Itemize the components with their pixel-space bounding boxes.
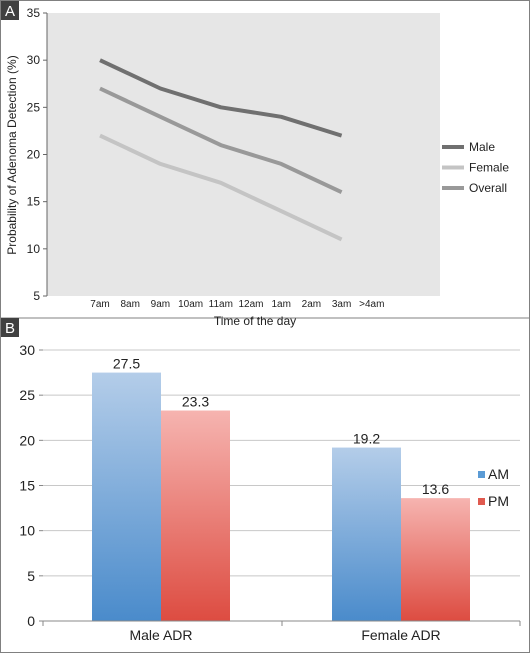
panel-b-x-tick-label: Male ADR xyxy=(129,627,192,643)
legend-label-am: AM xyxy=(488,466,509,482)
legend-label-overall: Overall xyxy=(469,181,507,195)
panel-b-label-box xyxy=(1,318,19,337)
bar-value-label: 23.3 xyxy=(182,394,209,410)
panel-b-bar-chart: B 0 5 10 15 20 25 30 27.5 19.2 23.3 13.6 Male ADR… xyxy=(1,318,521,643)
panel-a-x-tick-label: 10am xyxy=(178,299,203,310)
panel-a-series-lines xyxy=(99,58,343,242)
bar-pm-1 xyxy=(401,498,470,621)
panel-a-y-tick-label: 35 xyxy=(27,6,41,20)
panel-a-x-tick-label: 11am xyxy=(209,299,233,310)
panel-a-y-tick-label: 5 xyxy=(33,289,40,303)
panel-a-label-box xyxy=(1,1,19,20)
panel-a-y-tick-label: 25 xyxy=(27,100,41,114)
panel-a-plot-area xyxy=(47,13,440,296)
panel-a-legend: Male Female Overall xyxy=(442,140,509,195)
bar-value-label: 13.6 xyxy=(422,481,449,497)
panel-b-bars xyxy=(92,372,470,621)
legend-label-male: Male xyxy=(469,140,495,154)
bar-am-0 xyxy=(92,372,161,621)
panel-b-x-ticks: Male ADR Female ADR xyxy=(42,621,521,643)
panel-a-x-tick-label: 3am xyxy=(332,299,351,310)
bar-am-1 xyxy=(332,447,401,621)
panel-b-x-tick-label: Female ADR xyxy=(361,627,440,643)
panel-b-y-tick-label: 5 xyxy=(27,568,35,584)
panel-b-value-labels: 27.5 19.2 23.3 13.6 xyxy=(113,356,449,498)
panel-a-label: A xyxy=(5,3,15,20)
panel-b-y-tick-label: 25 xyxy=(19,387,35,403)
panel-a-y-tick-label: 15 xyxy=(27,195,41,209)
bar-pm-0 xyxy=(161,410,230,621)
legend-label-pm: PM xyxy=(488,493,509,509)
panel-b-y-tick-label: 30 xyxy=(19,342,35,358)
panel-a-x-tick-label: 12am xyxy=(238,299,263,310)
legend-label-female: Female xyxy=(469,161,509,175)
bar-value-label: 27.5 xyxy=(113,356,140,372)
panel-a-x-tick-label: 1am xyxy=(271,299,290,310)
panel-b-y-ticks: 0 5 10 15 20 25 30 xyxy=(19,342,43,629)
legend-swatch-pm xyxy=(478,498,485,505)
series-line-overall xyxy=(99,86,343,195)
panel-a-x-tick-label: 7am xyxy=(90,299,109,310)
panel-b-label: B xyxy=(5,320,15,337)
panel-b-y-tick-label: 10 xyxy=(19,523,35,539)
panel-b-legend: AM PM xyxy=(478,466,509,509)
panel-a-y-tick-label: 10 xyxy=(27,242,41,256)
panel-b-y-tick-label: 20 xyxy=(19,432,35,448)
panel-a-x-axis-title: Time of the day xyxy=(214,314,296,328)
legend-swatch-am xyxy=(478,471,485,478)
panel-a-line-chart: A 5 10 15 20 25 30 35 7am 8am 9am 10am 11am 12am 1am… xyxy=(1,1,509,328)
bar-value-label: 19.2 xyxy=(353,431,380,447)
panel-a-x-tick-label: 9am xyxy=(151,299,170,310)
series-line-female xyxy=(99,133,343,242)
panel-a-x-tick-label: >4am xyxy=(359,299,384,310)
panel-a-y-ticks: 5 10 15 20 25 30 35 xyxy=(27,6,47,303)
panel-b-y-tick-label: 15 xyxy=(19,478,35,494)
panel-a-y-tick-label: 20 xyxy=(27,148,41,162)
series-line-male xyxy=(99,58,343,138)
panel-a-x-tick-label: 8am xyxy=(120,299,139,310)
panel-a-x-ticks: 7am 8am 9am 10am 11am 12am 1am 2am 3am >4am xyxy=(90,299,384,310)
panel-a-x-tick-label: 2am xyxy=(302,299,321,310)
panel-a-y-axis-title: Probability of Adenoma Detection (%) xyxy=(5,55,19,254)
panel-b-y-tick-label: 0 xyxy=(27,613,35,629)
panel-a-y-tick-label: 30 xyxy=(27,53,41,67)
